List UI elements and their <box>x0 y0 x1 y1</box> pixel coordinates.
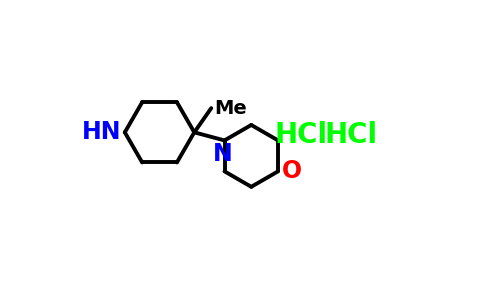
Text: HCl: HCl <box>324 121 378 149</box>
Text: HN: HN <box>82 120 121 144</box>
Text: HCl: HCl <box>274 121 328 149</box>
Text: Me: Me <box>214 99 247 118</box>
Text: O: O <box>282 159 302 183</box>
Text: N: N <box>213 142 233 166</box>
